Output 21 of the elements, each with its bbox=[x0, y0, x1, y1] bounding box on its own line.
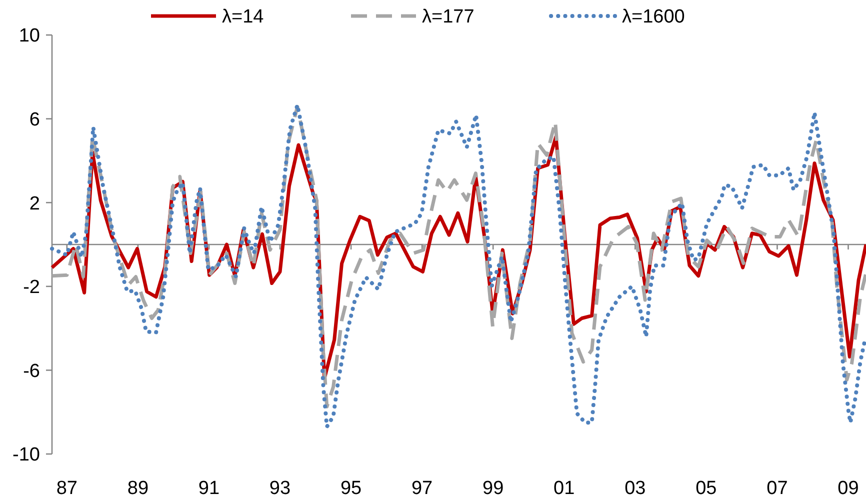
y-tick-label: -6 bbox=[23, 360, 40, 382]
legend-label: λ=1600 bbox=[622, 6, 685, 28]
legend-label: λ=14 bbox=[222, 6, 264, 28]
x-tick-label: 91 bbox=[198, 478, 220, 499]
x-tick-label: 05 bbox=[696, 478, 717, 499]
x-tick-label: 87 bbox=[56, 478, 78, 499]
y-tick-label: 2 bbox=[29, 193, 40, 214]
x-tick-label: 99 bbox=[482, 478, 504, 499]
x-tick-label: 95 bbox=[340, 478, 362, 499]
x-tick-label: 89 bbox=[127, 478, 149, 499]
x-tick-label: 09 bbox=[838, 478, 859, 499]
x-tick-label: 07 bbox=[766, 478, 788, 499]
y-tick-label: -10 bbox=[12, 444, 40, 466]
legend-label: λ=177 bbox=[422, 6, 474, 28]
x-tick-label: 97 bbox=[411, 478, 433, 499]
x-tick-label: 03 bbox=[624, 478, 646, 499]
x-tick-label: 01 bbox=[554, 478, 575, 499]
y-tick-label: -2 bbox=[23, 277, 40, 298]
y-tick-label: 10 bbox=[18, 26, 40, 47]
x-tick-label: 93 bbox=[269, 478, 291, 499]
y-tick-label: 6 bbox=[29, 109, 40, 130]
